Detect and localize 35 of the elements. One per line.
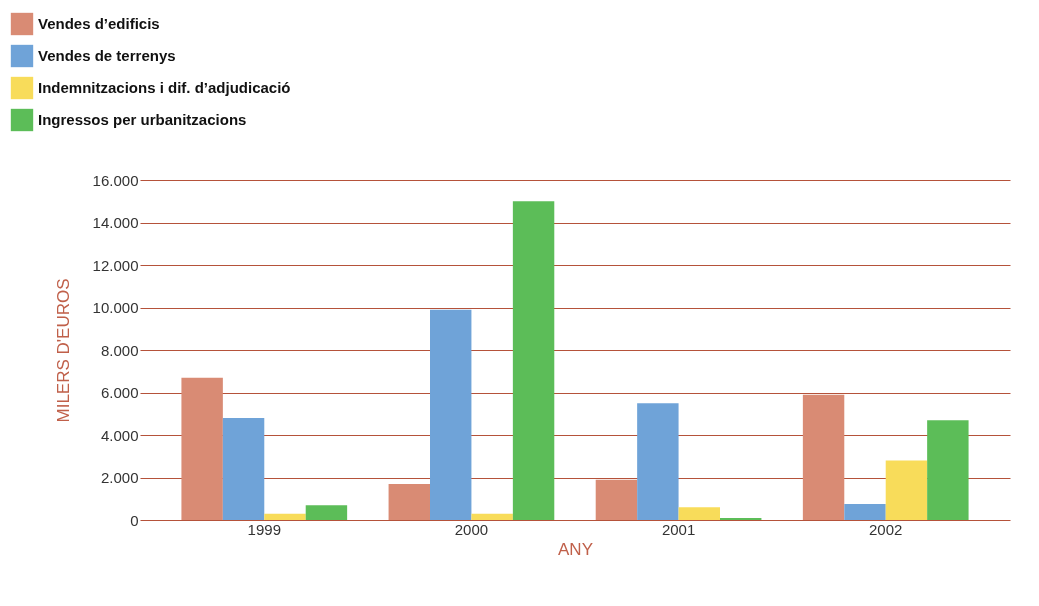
legend-label: Ingressos per urbanitzacions — [38, 111, 247, 128]
bar — [844, 504, 886, 520]
bar — [471, 513, 513, 520]
y-tick-label: 0 — [130, 511, 139, 529]
bar — [885, 460, 928, 520]
x-tick-label: 2002 — [869, 520, 903, 538]
legend-label: Vendes d’edificis — [38, 15, 160, 32]
x-tick-label: 2000 — [454, 520, 489, 538]
x-tick-label: 1999 — [247, 520, 281, 538]
y-tick-label: 10.000 — [92, 299, 139, 316]
bar — [802, 394, 845, 520]
bar — [678, 507, 720, 520]
bar — [222, 418, 265, 520]
y-tick-label: 14.000 — [92, 214, 139, 231]
y-tick-label: 4.000 — [100, 426, 139, 444]
y-tick-label: 2.000 — [100, 469, 139, 486]
bar — [388, 483, 430, 520]
y-tick-label: 16.000 — [92, 171, 139, 189]
legend-label: Indemnitzacions i dif. d’adjudicació — [38, 79, 291, 96]
bar — [512, 201, 555, 520]
bar — [595, 479, 638, 520]
legend-label: Vendes de terrenys — [38, 47, 176, 64]
bar — [305, 505, 348, 520]
bar — [720, 517, 762, 520]
x-axis-title: ANY — [558, 539, 593, 559]
y-tick-label: 12.000 — [92, 256, 139, 274]
y-tick-label: 8.000 — [100, 341, 139, 359]
x-tick-label: 2001 — [661, 520, 696, 538]
bar — [637, 403, 679, 520]
y-tick-label: 6.000 — [100, 384, 139, 401]
bar — [430, 309, 472, 520]
y-axis-title: MILERS D'EUROS — [53, 278, 73, 423]
bar — [264, 513, 306, 520]
bar — [181, 377, 223, 520]
bar — [927, 420, 969, 520]
